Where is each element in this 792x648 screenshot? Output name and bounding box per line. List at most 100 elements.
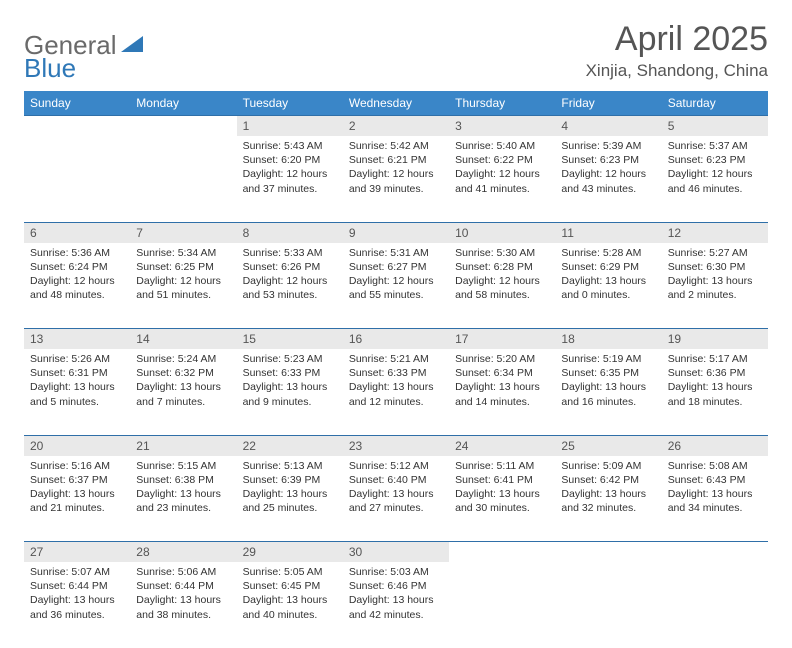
day-number-cell (24, 116, 130, 137)
sunset-line: Sunset: 6:24 PM (30, 260, 124, 274)
day-cell: Sunrise: 5:16 AMSunset: 6:37 PMDaylight:… (24, 456, 130, 542)
col-saturday: Saturday (662, 91, 768, 116)
sunrise-line: Sunrise: 5:26 AM (30, 352, 124, 366)
day-cell: Sunrise: 5:13 AMSunset: 6:39 PMDaylight:… (237, 456, 343, 542)
sunset-line: Sunset: 6:32 PM (136, 366, 230, 380)
sunrise-line: Sunrise: 5:28 AM (561, 246, 655, 260)
daylight-line: Daylight: 12 hours and 39 minutes. (349, 167, 443, 195)
daylight-line: Daylight: 13 hours and 40 minutes. (243, 593, 337, 621)
daylight-line: Daylight: 12 hours and 55 minutes. (349, 274, 443, 302)
day-number-cell: 19 (662, 329, 768, 350)
day-cell: Sunrise: 5:43 AMSunset: 6:20 PMDaylight:… (237, 136, 343, 222)
day-number-cell: 29 (237, 542, 343, 563)
day-number-cell (449, 542, 555, 563)
sunrise-line: Sunrise: 5:42 AM (349, 139, 443, 153)
sunrise-line: Sunrise: 5:33 AM (243, 246, 337, 260)
day-number-cell: 1 (237, 116, 343, 137)
daylight-line: Daylight: 13 hours and 36 minutes. (30, 593, 124, 621)
day-cell: Sunrise: 5:08 AMSunset: 6:43 PMDaylight:… (662, 456, 768, 542)
sunset-line: Sunset: 6:38 PM (136, 473, 230, 487)
sunrise-line: Sunrise: 5:09 AM (561, 459, 655, 473)
day-number-cell: 22 (237, 435, 343, 456)
daylight-line: Daylight: 13 hours and 18 minutes. (668, 380, 762, 408)
daylight-line: Daylight: 13 hours and 25 minutes. (243, 487, 337, 515)
sunrise-line: Sunrise: 5:13 AM (243, 459, 337, 473)
day-number-cell: 13 (24, 329, 130, 350)
sunrise-line: Sunrise: 5:06 AM (136, 565, 230, 579)
day-number-cell (662, 542, 768, 563)
daylight-line: Daylight: 12 hours and 37 minutes. (243, 167, 337, 195)
sunset-line: Sunset: 6:30 PM (668, 260, 762, 274)
day-number-cell: 6 (24, 222, 130, 243)
col-friday: Friday (555, 91, 661, 116)
day-body-row: Sunrise: 5:26 AMSunset: 6:31 PM Daylight:… (24, 349, 768, 435)
daylight-line: Daylight: 13 hours and 38 minutes. (136, 593, 230, 621)
day-cell: Sunrise: 5:11 AMSunset: 6:41 PMDaylight:… (449, 456, 555, 542)
daylight-line: Daylight: 12 hours and 58 minutes. (455, 274, 549, 302)
header: General April 2025 Xinjia, Shandong, Chi… (24, 20, 768, 81)
sunrise-line: Sunrise: 5:07 AM (30, 565, 124, 579)
daynum-row: 13141516171819 (24, 329, 768, 350)
col-sunday: Sunday (24, 91, 130, 116)
sunrise-line: Sunrise: 5:37 AM (668, 139, 762, 153)
day-cell: Sunrise: 5:27 AMSunset: 6:30 PMDaylight:… (662, 243, 768, 329)
sunset-line: Sunset: 6:35 PM (561, 366, 655, 380)
day-cell: Sunrise: 5:33 AMSunset: 6:26 PMDaylight:… (237, 243, 343, 329)
day-number-cell: 2 (343, 116, 449, 137)
day-cell: Sunrise: 5:28 AMSunset: 6:29 PMDaylight:… (555, 243, 661, 329)
sunset-line: Sunset: 6:31 PM (30, 366, 124, 380)
daynum-row: 6789101112 (24, 222, 768, 243)
sunset-line: Sunset: 6:21 PM (349, 153, 443, 167)
sunset-line: Sunset: 6:44 PM (30, 579, 124, 593)
day-cell: Sunrise: 5:24 AMSunset: 6:32 PMDaylight:… (130, 349, 236, 435)
day-number-cell: 30 (343, 542, 449, 563)
day-cell: Sunrise: 5:06 AMSunset: 6:44 PMDaylight:… (130, 562, 236, 648)
day-cell: Sunrise: 5:15 AMSunset: 6:38 PMDaylight:… (130, 456, 236, 542)
sunrise-line: Sunrise: 5:08 AM (668, 459, 762, 473)
day-cell (662, 562, 768, 648)
col-tuesday: Tuesday (237, 91, 343, 116)
sunrise-line: Sunrise: 5:39 AM (561, 139, 655, 153)
day-number-cell: 25 (555, 435, 661, 456)
daynum-row: 20212223242526 (24, 435, 768, 456)
logo-text-2: Blue (24, 53, 76, 84)
day-number-cell: 5 (662, 116, 768, 137)
sunset-line: Sunset: 6:23 PM (668, 153, 762, 167)
day-number-cell: 20 (24, 435, 130, 456)
sunset-line: Sunset: 6:44 PM (136, 579, 230, 593)
sunrise-line: Sunrise: 5:36 AM (30, 246, 124, 260)
day-body-row: Sunrise: 5:16 AMSunset: 6:37 PMDaylight:… (24, 456, 768, 542)
day-number-cell: 24 (449, 435, 555, 456)
sunrise-line: Sunrise: 5:16 AM (30, 459, 124, 473)
daylight-line: Daylight: 12 hours and 53 minutes. (243, 274, 337, 302)
daylight-line: Daylight: 13 hours and 21 minutes. (30, 487, 124, 515)
day-cell: Sunrise: 5:26 AMSunset: 6:31 PMDaylight:… (24, 349, 130, 435)
day-cell: Sunrise: 5:37 AMSunset: 6:23 PMDaylight:… (662, 136, 768, 222)
day-cell (449, 562, 555, 648)
day-cell: Sunrise: 5:23 AMSunset: 6:33 PMDaylight:… (237, 349, 343, 435)
calendar-table: Sunday Monday Tuesday Wednesday Thursday… (24, 91, 768, 648)
sunset-line: Sunset: 6:29 PM (561, 260, 655, 274)
day-cell: Sunrise: 5:34 AMSunset: 6:25 PMDaylight:… (130, 243, 236, 329)
day-cell: Sunrise: 5:39 AMSunset: 6:23 PMDaylight:… (555, 136, 661, 222)
location: Xinjia, Shandong, China (586, 61, 768, 81)
day-number-cell: 18 (555, 329, 661, 350)
sunrise-line: Sunrise: 5:21 AM (349, 352, 443, 366)
day-number-cell: 7 (130, 222, 236, 243)
day-number-cell (130, 116, 236, 137)
daylight-line: Daylight: 13 hours and 16 minutes. (561, 380, 655, 408)
day-cell: Sunrise: 5:07 AMSunset: 6:44 PMDaylight:… (24, 562, 130, 648)
col-wednesday: Wednesday (343, 91, 449, 116)
day-cell (24, 136, 130, 222)
sunset-line: Sunset: 6:33 PM (349, 366, 443, 380)
logo-triangle-icon (121, 30, 147, 61)
sunrise-line: Sunrise: 5:34 AM (136, 246, 230, 260)
weekday-header-row: Sunday Monday Tuesday Wednesday Thursday… (24, 91, 768, 116)
sunrise-line: Sunrise: 5:12 AM (349, 459, 443, 473)
sunrise-line: Sunrise: 5:43 AM (243, 139, 337, 153)
day-cell: Sunrise: 5:40 AMSunset: 6:22 PMDaylight:… (449, 136, 555, 222)
sunrise-line: Sunrise: 5:30 AM (455, 246, 549, 260)
day-number-cell: 12 (662, 222, 768, 243)
day-body-row: Sunrise: 5:36 AMSunset: 6:24 PM Daylight:… (24, 243, 768, 329)
sunrise-line: Sunrise: 5:19 AM (561, 352, 655, 366)
